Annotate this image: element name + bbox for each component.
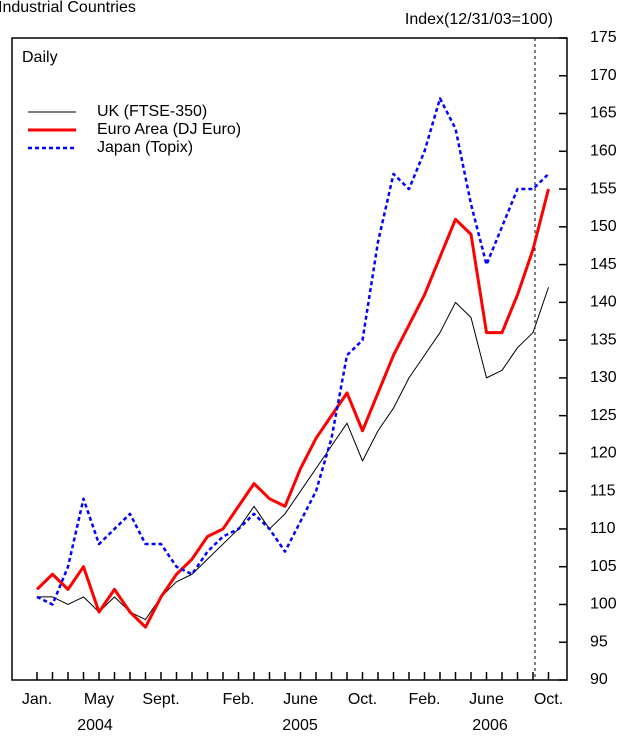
- note: Daily: [22, 49, 58, 66]
- y-tick-label: 125: [590, 407, 617, 424]
- legend-label: UK (FTSE-350): [97, 103, 207, 120]
- x-tick-label: May: [84, 691, 114, 708]
- y-tick-label: 150: [590, 218, 617, 235]
- y-axis-label: Index(12/31/03=100): [405, 11, 553, 28]
- x-tick-label: Jan.: [22, 691, 52, 708]
- x-tick-label: June: [283, 691, 318, 708]
- year-label: 2004: [77, 717, 113, 734]
- y-tick-label: 100: [590, 596, 617, 613]
- y-tick-label: 145: [590, 256, 617, 273]
- x-tick-label: June: [469, 691, 504, 708]
- y-tick-label: 115: [590, 482, 616, 499]
- x-tick-label: Feb.: [222, 691, 254, 708]
- y-tick-label: 95: [590, 633, 608, 650]
- y-tick-label: 135: [590, 331, 617, 348]
- y-tick-label: 120: [590, 445, 617, 462]
- x-tick-label: Feb.: [408, 691, 440, 708]
- year-label: 2005: [282, 717, 318, 734]
- y-tick-label: 155: [590, 180, 617, 197]
- plot-frame: [11, 37, 568, 681]
- x-tick-label: Oct.: [534, 691, 563, 708]
- y-tick-label: 170: [590, 67, 617, 84]
- y-tick-label: 105: [590, 558, 617, 575]
- year-label: 2006: [472, 717, 508, 734]
- y-tick-label: 90: [590, 671, 608, 688]
- y-tick-label: 165: [590, 105, 617, 122]
- y-tick-label: 160: [590, 143, 617, 160]
- y-tick-label: 175: [590, 29, 617, 46]
- x-tick-label: Oct.: [348, 691, 377, 708]
- series-line: [35, 188, 550, 629]
- x-tick-label: Sept.: [142, 691, 179, 708]
- series-line: [36, 97, 550, 606]
- y-tick-label: 130: [590, 369, 617, 386]
- y-tick-label: 110: [590, 520, 616, 537]
- chart-title: Industrial Countries: [0, 0, 136, 16]
- series-line: [37, 287, 549, 621]
- legend-label: Japan (Topix): [97, 139, 193, 156]
- y-tick-label: 140: [590, 294, 617, 311]
- legend-label: Euro Area (DJ Euro): [97, 121, 241, 138]
